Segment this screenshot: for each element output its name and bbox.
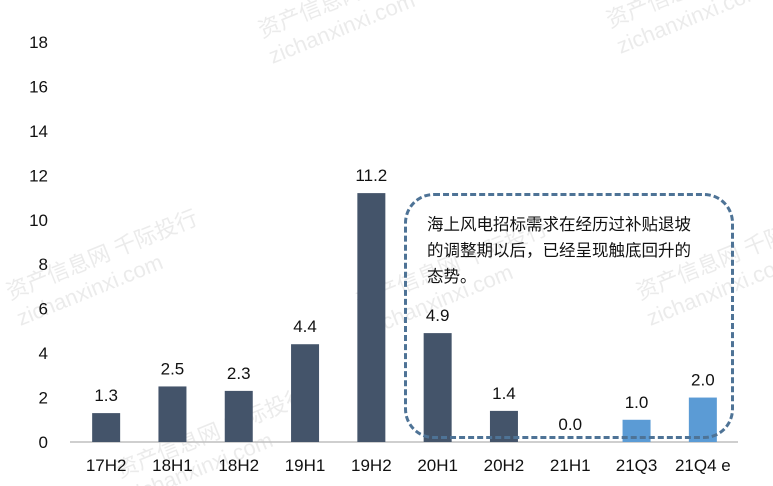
data-labels: 1.3 2.5 2.3 4.4 11.2 4.9 1.4 0.0 1.0 2.0 bbox=[94, 166, 714, 434]
y-tick-label: 6 bbox=[39, 300, 48, 319]
bar bbox=[357, 193, 386, 442]
x-axis: 17H2 18H1 18H2 19H1 19H2 20H1 20H2 21H1 21Q3 21Q4… bbox=[86, 456, 731, 475]
y-tick-label: 4 bbox=[39, 344, 48, 363]
y-axis: 0 2 4 6 8 10 12 14 16 18 bbox=[29, 33, 48, 452]
annotation-text: 海上风电招标需求在经历过补贴退坡的调整期以后，已经呈现触底回升的态势。 bbox=[427, 215, 691, 286]
data-label: 4.4 bbox=[293, 317, 317, 336]
bar-series bbox=[92, 193, 717, 442]
x-tick-label: 19H1 bbox=[285, 456, 326, 475]
x-tick-label: 21H1 bbox=[550, 456, 591, 475]
data-label: 2.3 bbox=[227, 364, 251, 383]
data-label: 1.3 bbox=[94, 386, 118, 405]
x-tick-label: 20H1 bbox=[417, 456, 458, 475]
x-tick-label: 21Q3 bbox=[616, 456, 658, 475]
x-tick-label: 17H2 bbox=[86, 456, 127, 475]
data-label: 4.9 bbox=[426, 306, 450, 325]
data-label: 2.0 bbox=[691, 371, 715, 390]
y-tick-label: 10 bbox=[29, 211, 48, 230]
bar bbox=[158, 386, 187, 442]
x-tick-label: 18H2 bbox=[218, 456, 259, 475]
data-label: 1.4 bbox=[492, 384, 516, 403]
annotation-callout: 海上风电招标需求在经历过补贴退坡的调整期以后，已经呈现触底回升的态势。 bbox=[404, 193, 734, 439]
y-tick-label: 12 bbox=[29, 166, 48, 185]
x-tick-label: 18H1 bbox=[152, 456, 193, 475]
x-tick-label: 19H2 bbox=[351, 456, 392, 475]
data-label: 2.5 bbox=[161, 359, 185, 378]
data-label: 11.2 bbox=[355, 166, 387, 185]
x-tick-label: 21Q4 e bbox=[675, 456, 731, 475]
x-tick-label: 20H2 bbox=[484, 456, 525, 475]
bar bbox=[92, 413, 121, 442]
y-tick-label: 18 bbox=[29, 33, 48, 52]
data-label: 1.0 bbox=[625, 393, 649, 412]
y-tick-label: 16 bbox=[29, 77, 48, 96]
y-tick-label: 14 bbox=[29, 122, 48, 141]
y-tick-label: 0 bbox=[39, 433, 48, 452]
bar bbox=[291, 344, 320, 442]
y-tick-label: 8 bbox=[39, 255, 48, 274]
bar bbox=[224, 390, 253, 442]
data-label: 0.0 bbox=[558, 415, 582, 434]
y-tick-label: 2 bbox=[39, 389, 48, 408]
